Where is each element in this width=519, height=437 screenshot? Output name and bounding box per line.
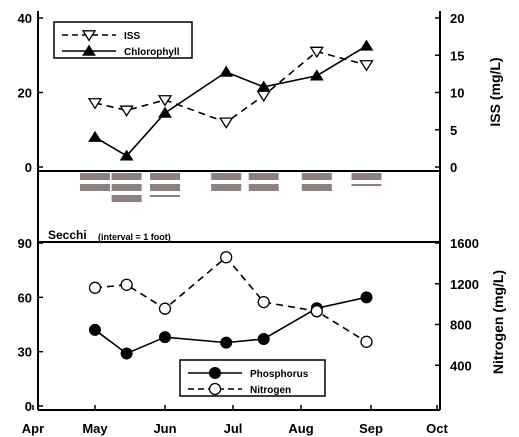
secchi-bar [150, 173, 180, 180]
chlorophyll-series-point [359, 39, 374, 51]
iss-series-point [256, 90, 271, 103]
secchi-panel: Secchi (interval = 1 foot) [48, 173, 382, 242]
phosphorus-series-point [257, 332, 270, 345]
secchi-bar [150, 184, 180, 191]
iss-series-line [94, 50, 367, 124]
iss-axis-tick-label: 15 [450, 48, 464, 63]
legend-label: Chlorophyll [124, 47, 180, 58]
legend-label: Nitrogen [250, 385, 291, 396]
iss-series-point [219, 117, 234, 129]
phosphorus-series-point [360, 291, 373, 304]
phosphorus-axis-tick-label: 30 [18, 345, 32, 360]
phosphorus-series-point [120, 347, 133, 360]
phosphorus-nitrogen-panel: 90 60 30 0 1600 1200 800 400 [18, 236, 479, 414]
chlorophyll-series-point [309, 69, 324, 81]
iss-series-point [359, 60, 374, 72]
nitrogen-series-point [257, 295, 270, 309]
legend-label: ISS [124, 31, 140, 42]
secchi-bar [80, 184, 110, 191]
phosphorus-axis-tick-label: 90 [18, 236, 32, 251]
secchi-bar [111, 184, 142, 191]
iss-series-point [157, 95, 173, 107]
legend-bottom: Phosphorus Nitrogen [179, 359, 326, 397]
iss-axis-tick-label: 0 [450, 160, 457, 175]
x-tick-label: Oct [426, 421, 448, 436]
x-tick-label: May [82, 421, 108, 436]
nitrogen-series-point [310, 305, 323, 318]
secchi-bar [248, 184, 279, 191]
iss-series-point [87, 98, 103, 110]
nitrogen-series-point [120, 278, 133, 291]
iss-series-point [309, 46, 324, 59]
legend-marker [209, 367, 221, 379]
chlorophyll-axis-tick-label: 40 [18, 11, 32, 26]
iss-axis-tick-label: 20 [450, 11, 464, 26]
legend-marker [81, 30, 97, 42]
plot-frame [37, 11, 441, 411]
legend-box [53, 21, 193, 59]
x-axis: Apr May Jun Jul Aug Sep Oct [22, 405, 449, 436]
secchi-bar [80, 173, 110, 180]
axis-titles: ISS (mg/L) Nitrogen (mg/L) [487, 57, 506, 374]
secchi-bar [211, 173, 242, 180]
phosphorus-series-point [159, 331, 171, 344]
nitrogen-series-point [88, 281, 102, 294]
x-tick-label: Jun [153, 421, 176, 436]
chlorophyll-series-point [219, 65, 234, 77]
secchi-bar [301, 184, 332, 191]
legend-marker [208, 382, 222, 396]
secchi-bar-partial [351, 184, 382, 186]
legend-box [179, 359, 326, 397]
nitrogen-axis-tick-label: 1200 [450, 277, 479, 292]
secchi-subtitle: (interval = 1 foot) [98, 232, 171, 242]
nitrogen-axis-title: Nitrogen (mg/L) [490, 270, 506, 374]
iss-axis-tick-label: 10 [450, 86, 464, 101]
secchi-bar [351, 173, 382, 180]
chlorophyll-series-point [158, 106, 172, 118]
secchi-bar [248, 173, 279, 180]
nitrogen-series-point [220, 251, 233, 264]
chlorophyll-series-line [94, 45, 367, 157]
iss-axis-tick-label: 5 [450, 123, 457, 138]
nitrogen-axis-tick-label: 1600 [450, 236, 479, 251]
nitrogen-series-line [94, 256, 367, 343]
secchi-bar [211, 184, 242, 191]
nitrogen-series-point [360, 335, 373, 348]
x-tick-label: Sep [359, 421, 383, 436]
secchi-title: Secchi [48, 228, 87, 242]
legend-marker [82, 44, 96, 56]
x-tick-label: Jul [224, 421, 243, 436]
phosphorus-series-point [89, 323, 101, 336]
chlorophyll-series-point [88, 130, 102, 142]
nitrogen-axis-tick-label: 400 [450, 358, 472, 373]
phosphorus-axis-tick-label: 0 [25, 399, 32, 414]
secchi-bar [301, 173, 332, 180]
secchi-bar-partial [150, 195, 180, 197]
iss-chlorophyll-panel: 40 20 0 20 15 10 5 0 [18, 11, 465, 175]
x-tick-label: Aug [288, 421, 313, 436]
legend-label: Phosphorus [250, 369, 309, 380]
x-tick-label: Apr [22, 421, 44, 436]
nitrogen-series-point [158, 302, 172, 315]
iss-axis-title: ISS (mg/L) [487, 57, 503, 126]
secchi-bar [111, 173, 142, 180]
phosphorus-series-point [220, 336, 233, 349]
legend-top: ISS Chlorophyll [53, 21, 193, 59]
chlorophyll-series-point [119, 149, 134, 161]
secchi-bar [111, 195, 142, 202]
chlorophyll-axis-tick-label: 20 [18, 86, 32, 101]
chlorophyll-axis-tick-label: 0 [25, 160, 32, 175]
iss-series-point [119, 105, 134, 118]
chlorophyll-series-point [256, 80, 271, 92]
phosphorus-axis-tick-label: 60 [18, 290, 32, 305]
nitrogen-axis-tick-label: 800 [450, 318, 472, 333]
